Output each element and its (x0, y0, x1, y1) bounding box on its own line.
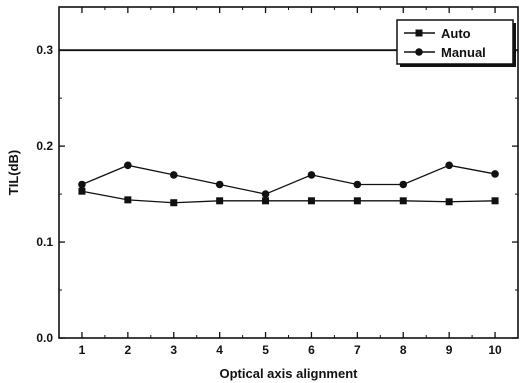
series-line (81, 190, 496, 204)
series-group (78, 161, 499, 207)
data-point (445, 198, 453, 206)
x-tick-label: 3 (170, 343, 177, 357)
data-point (491, 197, 499, 205)
x-tick-label: 4 (216, 343, 223, 357)
y-tick-label: 0.3 (36, 43, 53, 57)
x-tick-label: 5 (262, 343, 269, 357)
data-point (124, 196, 132, 204)
x-tick-label: 2 (125, 343, 132, 357)
legend-label: Auto (441, 26, 471, 41)
series-manual (78, 161, 499, 198)
legend-marker (415, 29, 423, 37)
data-point (216, 197, 224, 205)
data-point (445, 161, 453, 170)
data-point (307, 197, 315, 205)
y-axis-title: TIL(dB) (6, 150, 21, 195)
y-tick-label: 0.1 (36, 235, 53, 249)
legend-marker (415, 48, 423, 56)
data-point (307, 171, 316, 179)
x-tick-label: 6 (308, 343, 315, 357)
data-point (353, 180, 362, 189)
series-auto (78, 187, 499, 207)
data-point (262, 197, 270, 205)
data-point (78, 187, 86, 195)
x-tick-label: 7 (354, 343, 361, 357)
data-point (353, 197, 361, 205)
data-point (78, 180, 86, 189)
x-tick-label: 10 (488, 343, 502, 357)
data-point (491, 170, 499, 178)
data-point (399, 180, 408, 189)
data-point (261, 190, 270, 198)
data-point (124, 161, 132, 170)
x-tick-label: 8 (400, 343, 407, 357)
x-axis-title: Optical axis alignment (220, 366, 359, 381)
data-point (170, 199, 178, 207)
data-point (399, 197, 407, 205)
y-tick-label: 0.0 (36, 331, 53, 345)
y-tick-label: 0.2 (36, 139, 53, 153)
legend-label: Manual (441, 45, 486, 60)
data-point (169, 171, 178, 179)
series-line (81, 164, 496, 195)
x-tick-label: 1 (79, 343, 86, 357)
legend-box (396, 19, 514, 65)
x-tick-label: 9 (446, 343, 453, 357)
legend: Auto Manual (396, 19, 516, 67)
data-point (215, 180, 224, 189)
